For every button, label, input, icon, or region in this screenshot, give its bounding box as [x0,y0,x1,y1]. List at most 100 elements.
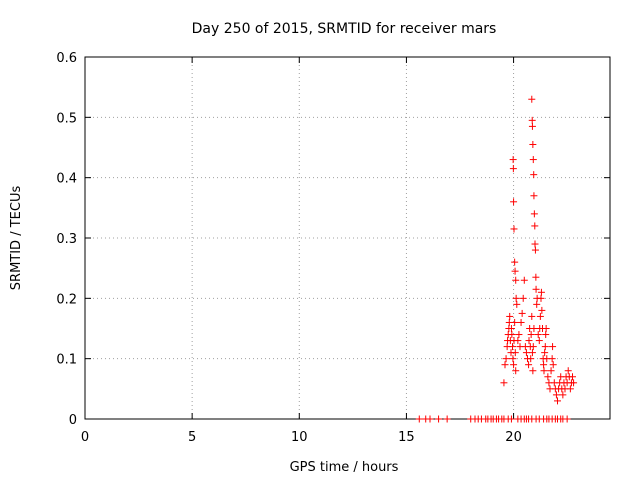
data-point [552,391,560,399]
y-tick-label: 0.1 [56,353,77,368]
data-point [501,361,509,369]
data-point [525,361,533,369]
data-point [528,349,536,357]
data-point [541,343,549,351]
data-point [515,331,523,339]
data-point [563,415,571,423]
data-point [514,337,522,345]
data-point [531,246,539,254]
data-point [528,312,536,320]
data-point [528,116,536,124]
data-point [528,122,536,130]
data-point [507,415,515,423]
data-point [519,294,527,302]
data-point [512,367,520,375]
x-tick-label: 0 [81,430,89,445]
data-point [508,331,516,339]
data-point [549,343,557,351]
data-point [509,355,517,363]
x-tick-label: 20 [505,430,522,445]
x-axis-label: GPS time / hours [290,460,399,475]
y-tick-label: 0.5 [56,111,77,126]
data-point [548,355,556,363]
y-tick-label: 0.3 [56,232,77,247]
tick-labels: 0 0.1 0.2 0.3 0.4 0.5 0.6 0 5 10 15 20 [56,51,522,445]
data-point [540,361,548,369]
y-tick-label: 0 [69,413,77,428]
data-point [533,300,541,308]
grid [85,57,610,419]
data-points [415,95,578,423]
data-point [554,397,561,405]
data-point [542,331,550,339]
data-point [510,361,518,369]
data-point [531,240,539,248]
data-point [513,300,521,308]
data-point [549,361,557,369]
data-point [537,288,545,296]
data-point [525,337,533,345]
data-point [506,312,514,320]
data-point [529,140,537,148]
data-point [527,331,535,339]
data-point [570,379,578,387]
data-point [520,276,528,284]
data-point [528,95,536,103]
data-point [527,355,535,363]
data-point [502,355,510,363]
data-point [509,156,517,164]
data-point [435,415,443,423]
data-point [559,391,567,399]
data-point [511,258,519,266]
data-point [415,415,423,423]
data-point [538,306,546,314]
data-point [443,415,451,423]
axes [84,56,611,420]
data-point [500,379,508,387]
data-point [426,415,434,423]
data-point [507,325,515,332]
data-point [532,285,540,293]
data-point [529,367,537,375]
data-point [536,312,544,320]
data-point [530,192,538,200]
x-tick-label: 15 [398,430,415,445]
data-point [532,273,540,281]
data-point [509,343,516,351]
data-point [569,373,576,381]
data-point [530,171,538,179]
data-point [509,165,517,173]
data-point [518,309,526,317]
data-point [517,318,525,326]
data-point [510,225,518,233]
y-tick-label: 0.2 [56,292,77,307]
data-point [566,385,574,393]
data-point [544,373,552,381]
data-point [541,349,549,357]
data-point [511,349,519,357]
data-point [542,325,550,332]
data-point [540,367,548,375]
y-axis-label: SRMTID / TECUs [9,186,24,291]
data-point [512,294,520,302]
data-point [537,294,545,302]
data-point [512,276,520,284]
data-point [510,198,518,206]
data-point [529,343,537,351]
data-point [522,349,530,357]
data-point [547,367,555,375]
plot-frame [84,56,611,420]
x-tick-label: 10 [291,430,308,445]
data-point [511,318,519,326]
y-tick-label: 0.4 [56,172,77,187]
data-point [535,337,543,345]
data-point [564,367,572,375]
data-point [511,267,519,275]
data-point [534,331,542,339]
y-tick-label: 0.6 [56,51,77,66]
data-point [529,156,537,164]
x-tick-label: 5 [188,430,196,445]
data-point [530,210,538,218]
chart-title: Day 250 of 2015, SRMTID for receiver mar… [192,21,497,37]
